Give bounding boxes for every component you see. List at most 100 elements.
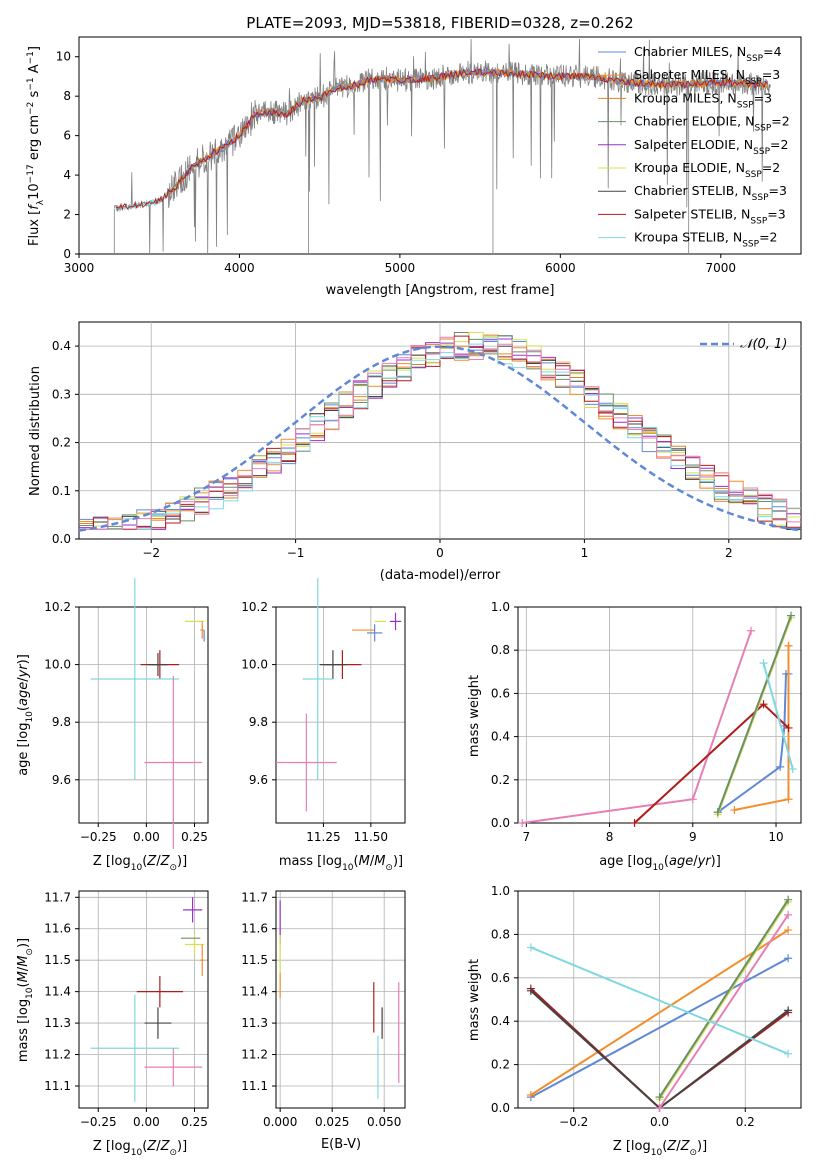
x-tick-label: 0.0 <box>650 1115 669 1129</box>
y-tick-label: 0.8 <box>491 643 510 657</box>
salpeter_miles-marker <box>526 1090 535 1099</box>
y-tick-label: 10.0 <box>44 658 71 672</box>
residual-x-tick-label: 0 <box>436 546 444 560</box>
spectrum-y-tick-label: 0 <box>63 247 71 261</box>
y-tick-label: 9.8 <box>52 715 71 729</box>
axes-frame <box>275 606 406 824</box>
y-tick-label: 11.4 <box>241 985 268 999</box>
legend-entry-label: Salpeter ELODIE, NSSP=2 <box>634 137 788 157</box>
y-tick-label: 11.7 <box>241 890 268 904</box>
spectrum-panel: PLATE=2093, MJD=53818, FIBERID=0328, z=0… <box>26 14 802 298</box>
y-tick-label: 1.0 <box>491 884 510 898</box>
spectrum-x-tick-label: 4000 <box>224 261 255 275</box>
spectrum-y-ticks: 0 2 4 6 8 10 <box>56 50 79 261</box>
kroupa_elodie-weight-line <box>658 901 789 1100</box>
chabrier_stelib-marker <box>526 986 535 995</box>
mE-x-label: E(B-V) <box>321 1137 361 1152</box>
wAge-y-label: mass weight <box>467 675 482 757</box>
residual-histograms <box>78 331 801 532</box>
x-tick-label: 8 <box>606 830 614 844</box>
residual-y-tick-label: 0.4 <box>52 339 71 353</box>
kroupa_stelib-weight-line <box>762 662 794 770</box>
y-tick-label: 0.0 <box>491 1101 510 1115</box>
ageZ-x-label: Z [log10(Z/Z⊙)] <box>93 854 187 873</box>
residual-y-ticks: 0.0 0.1 0.2 0.3 0.4 <box>52 339 79 546</box>
spectrum-y-tick-label: 10 <box>56 50 71 64</box>
residual-y-label: Normed distribution <box>28 366 43 496</box>
salpeter_miles-marker <box>730 806 739 815</box>
y-tick-label: 11.1 <box>241 1079 268 1093</box>
residual-panel: −2 −1 0 1 2 0.0 0.1 0.2 0.3 0.4 (data-model)/err… <box>28 321 802 583</box>
x-tick-label: 0.025 <box>315 1115 349 1129</box>
y-tick-label: 0.0 <box>491 816 510 830</box>
spectrum-y-label: Flux [fλ10−17 erg cm−2 s−1 A−1] <box>26 46 46 246</box>
x-tick-label: 7 <box>523 830 531 844</box>
kroupa_stelib-marker <box>526 943 535 952</box>
residual-y-tick-label: 0.2 <box>52 436 71 450</box>
y-tick-label: 11.6 <box>44 922 71 936</box>
kroupa_stelib-residual-histogram <box>79 337 801 530</box>
x-tick-label: 10 <box>768 830 783 844</box>
spectrum-legend: Chabrier MILES, NSSP=4 Salpeter MILES, NS… <box>598 44 790 250</box>
mZ-y-label: mass [log10(M/M⊙)] <box>16 938 35 1062</box>
spectrum-x-ticks: 3000 4000 5000 6000 7000 <box>64 254 736 275</box>
pink-marker <box>747 626 756 635</box>
spectrum-x-tick-label: 6000 <box>545 261 576 275</box>
y-tick-label: 11.2 <box>241 1048 268 1062</box>
residual-y-tick-label: 0.1 <box>52 484 71 498</box>
salpeter_stelib-marker <box>784 723 793 732</box>
spectrum-x-tick-label: 3000 <box>64 261 95 275</box>
y-tick-label: 9.6 <box>52 773 71 787</box>
x-tick-label: 0.00 <box>133 830 160 844</box>
x-tick-label: 9 <box>689 830 697 844</box>
weight-vs-metallicity-panel: −0.2 0.0 0.2 0.0 0.2 0.4 0.6 0.8 1.0 <box>491 884 802 1129</box>
x-tick-label: −0.2 <box>559 1115 588 1129</box>
chabrier_miles-marker <box>784 954 793 963</box>
axes-frame <box>275 890 406 1109</box>
x-tick-label: −0.25 <box>80 830 117 844</box>
x-tick-label: 11.25 <box>306 830 340 844</box>
y-tick-label: 0.2 <box>491 1058 510 1072</box>
residual-x-tick-label: −1 <box>287 546 305 560</box>
mass-vs-metallicity-panel: −0.25 0.00 0.25 11.1 11.2 11.3 11.4 11.5 11.6 11.… <box>44 890 209 1129</box>
x-tick-label: 0.25 <box>181 1115 208 1129</box>
salpeter_miles-weight-line <box>530 929 789 1096</box>
residual-y-tick-label: 0.3 <box>52 387 71 401</box>
legend-entry-label: Chabrier STELIB, NSSP=3 <box>634 183 787 203</box>
y-tick-label: 0.4 <box>491 1014 510 1028</box>
salpeter_miles-marker <box>784 641 793 650</box>
spectrum-x-tick-label: 5000 <box>385 261 416 275</box>
normal-legend-label: 𝒩(0, 1) <box>740 337 787 352</box>
kroupa_stelib-marker <box>784 1049 793 1058</box>
legend-entry-label: Chabrier ELODIE, NSSP=2 <box>634 114 790 134</box>
x-tick-label: −0.25 <box>80 1115 117 1129</box>
age-vs-metallicity-panel: −0.25 0.00 0.25 9.6 9.8 10.0 10.2 <box>44 578 209 849</box>
spectrum-x-label: wavelength [Angstrom, rest frame] <box>326 283 555 298</box>
wZ-x-label: Z [log10(Z/Z⊙)] <box>613 1139 707 1158</box>
y-tick-label: 11.7 <box>44 890 71 904</box>
y-tick-label: 11.5 <box>44 953 71 967</box>
kroupa_miles-model-line <box>167 67 769 196</box>
y-tick-label: 11.5 <box>241 953 268 967</box>
legend-entry-label: Kroupa STELIB, NSSP=2 <box>634 230 778 250</box>
kroupa_stelib-marker <box>759 659 768 668</box>
salpeter_miles-marker <box>784 795 793 804</box>
y-tick-label: 9.6 <box>249 773 268 787</box>
y-tick-label: 11.6 <box>241 922 268 936</box>
axes-frame <box>78 606 209 824</box>
salpeter_stelib-weight-line <box>633 702 790 824</box>
y-tick-label: 10.0 <box>241 658 268 672</box>
x-tick-label: 11.50 <box>354 830 388 844</box>
chabrier_stelib-marker <box>784 1006 793 1015</box>
spectrum-y-tick-label: 8 <box>63 89 71 103</box>
chabrier_elodie-weight-line <box>716 615 792 813</box>
y-tick-label: 0.6 <box>491 686 510 700</box>
y-tick-label: 11.2 <box>44 1048 71 1062</box>
salpeter_stelib-model-line <box>115 68 768 212</box>
kroupa_stelib-weight-line <box>530 946 789 1055</box>
y-tick-label: 0.2 <box>491 773 510 787</box>
ageZ-y-label: age [log10(age/yr)] <box>16 654 35 776</box>
pink-marker <box>784 910 793 919</box>
weight-vs-age-panel: 7 8 9 10 0.0 0.2 0.4 0.6 0.8 1.0 <box>491 600 802 844</box>
legend-entry-label: Kroupa ELODIE, NSSP=2 <box>634 160 780 180</box>
